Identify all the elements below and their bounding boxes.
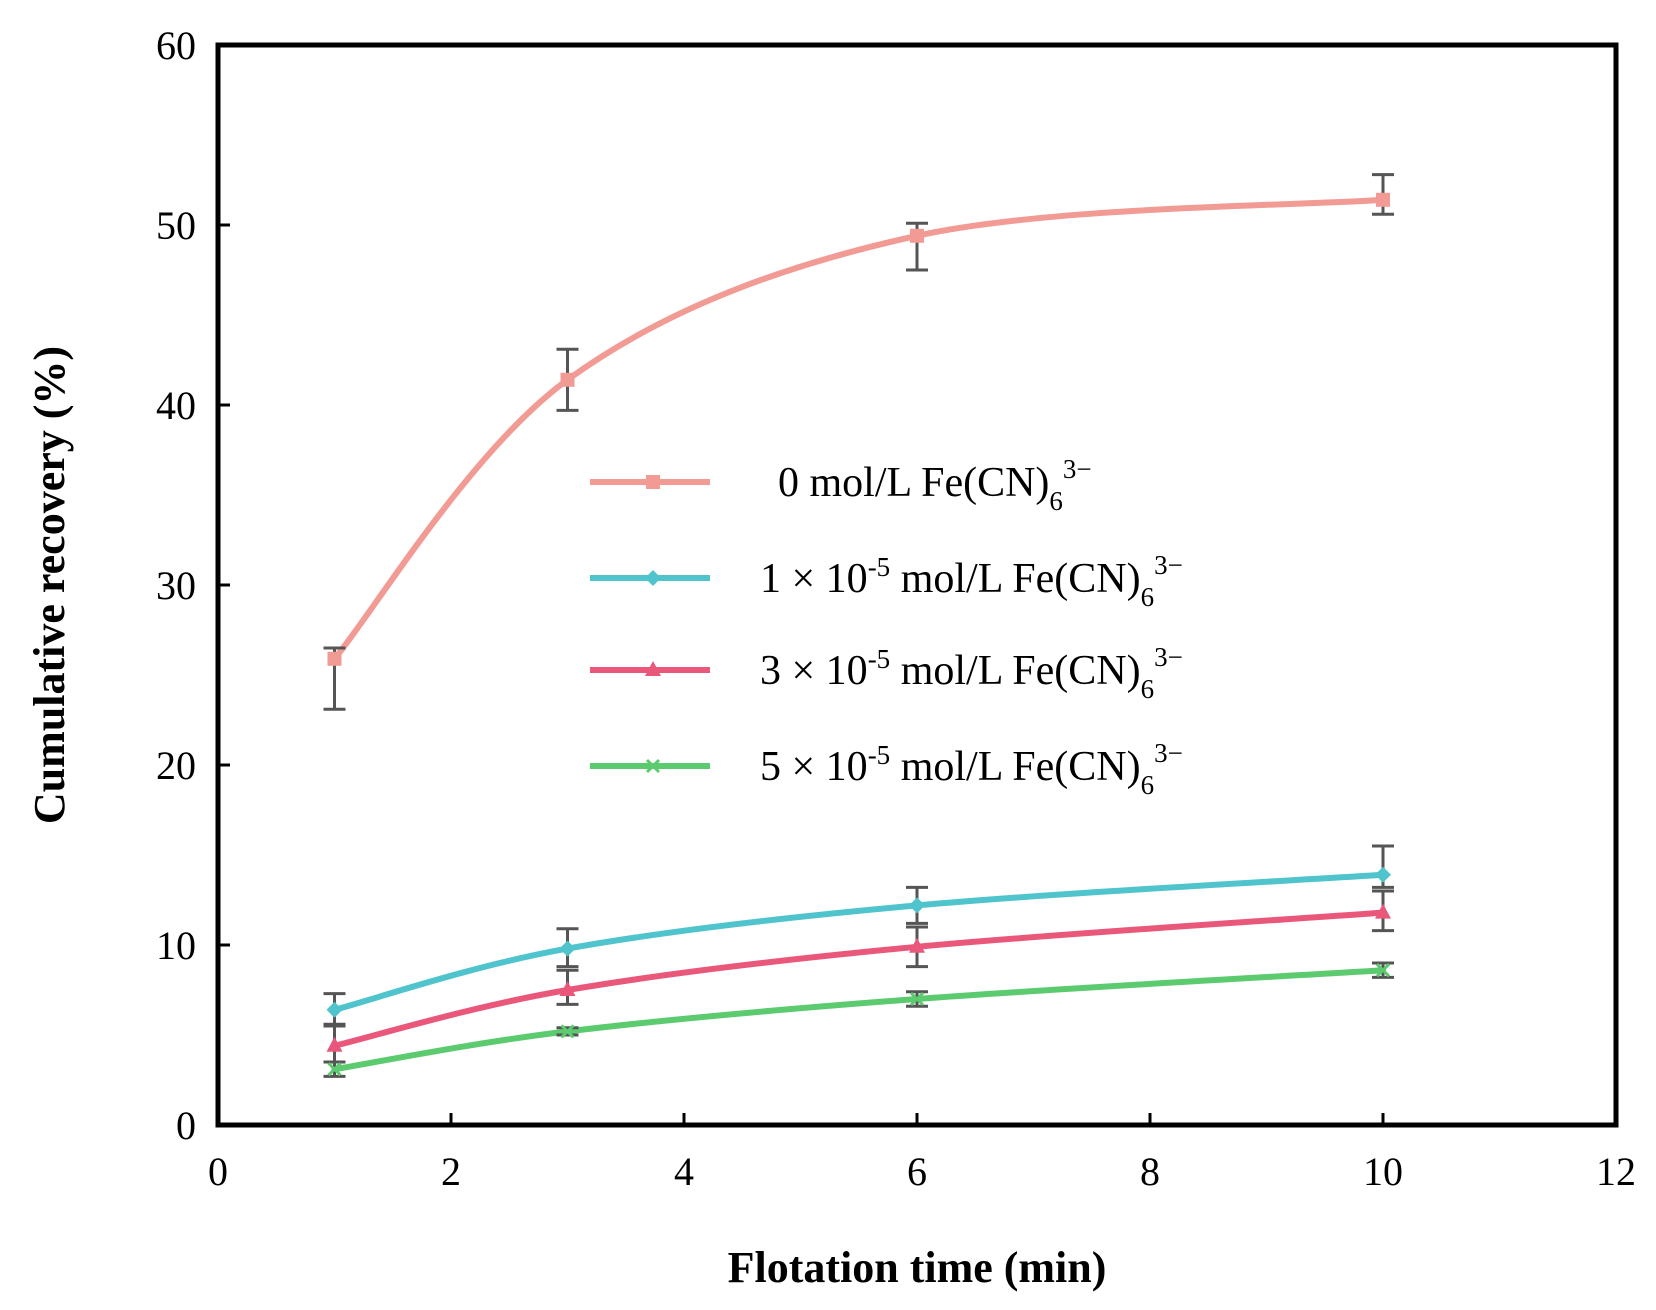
data-point	[1375, 963, 1391, 978]
legend-label-part: 1 × 10	[760, 556, 868, 602]
x-tick-label: 6	[907, 1149, 927, 1194]
y-tick-label: 30	[156, 563, 196, 608]
x-axis-title: Flotation time (min)	[728, 1243, 1107, 1292]
legend: 0 mol/L Fe(CN)63−1 × 10-5 mol/L Fe(CN)63…	[590, 454, 1183, 800]
legend-label-part: 3−	[1063, 454, 1092, 484]
legend-label-part: 6	[1141, 770, 1155, 800]
x-tick-label: 10	[1363, 1149, 1403, 1194]
data-point	[327, 651, 342, 666]
legend-label-part: 5 × 10	[760, 744, 868, 790]
data-point	[560, 1024, 575, 1039]
x-tick-label: 4	[674, 1149, 694, 1194]
legend-entry: 3 × 10-5 mol/L Fe(CN)63−	[590, 642, 1183, 704]
data-point	[909, 897, 925, 914]
legend-label-part: 6	[1049, 486, 1063, 516]
legend-entry: 1 × 10-5 mol/L Fe(CN)63−	[590, 550, 1183, 612]
legend-label-part: mol/L Fe(CN)	[890, 648, 1140, 694]
legend-label-part: 3−	[1154, 550, 1183, 580]
y-axis-title: Cumulative recovery (%)	[25, 346, 74, 824]
x-tick-label: 12	[1596, 1149, 1636, 1194]
legend-label-part: -5	[868, 552, 891, 582]
y-tick-label: 40	[156, 383, 196, 428]
legend-entry: 5 × 10-5 mol/L Fe(CN)63−	[590, 738, 1183, 800]
legend-label-part: mol/L Fe(CN)	[890, 744, 1140, 790]
data-point	[560, 372, 575, 387]
legend-label: 3 × 10-5 mol/L Fe(CN)63−	[760, 642, 1183, 704]
legend-swatch-marker	[645, 758, 661, 774]
legend-label-part: 3 × 10	[760, 648, 868, 694]
legend-entry: 0 mol/L Fe(CN)63−	[590, 454, 1092, 516]
legend-label: 0 mol/L Fe(CN)63−	[778, 454, 1092, 516]
legend-swatch-marker	[645, 570, 661, 586]
legend-swatch-marker	[645, 661, 661, 676]
y-tick-label: 0	[176, 1103, 196, 1148]
legend-label: 5 × 10-5 mol/L Fe(CN)63−	[760, 738, 1183, 800]
data-point	[326, 1036, 343, 1052]
y-tick-label: 60	[156, 23, 196, 68]
legend-label-part: 3−	[1154, 738, 1183, 768]
legend-swatch-marker	[646, 475, 660, 489]
legend-label-part: mol/L Fe(CN)	[890, 556, 1140, 602]
data-point	[1376, 192, 1390, 207]
x-tick-label: 8	[1140, 1149, 1160, 1194]
data-point	[909, 991, 925, 1007]
data-point	[910, 228, 924, 243]
plot-layer	[323, 173, 1394, 1078]
axis-layer: 0 2 4 6 8 10 12 0 10 20 30 40 50 60	[156, 23, 1636, 1194]
series-line	[331, 871, 1386, 1013]
data-point	[1375, 903, 1391, 919]
data-point	[559, 940, 576, 957]
series-line	[331, 909, 1386, 1049]
data-point	[1375, 866, 1391, 883]
legend-label-part: 3−	[1154, 642, 1183, 672]
y-tick-label: 20	[156, 743, 196, 788]
legend-label-part: -5	[868, 644, 891, 674]
x-tick-label: 2	[441, 1149, 461, 1194]
x-tick-label: 0	[208, 1149, 228, 1194]
legend-label-part: 6	[1141, 674, 1155, 704]
legend-label-part: -5	[868, 740, 891, 770]
legend-label-part: 0 mol/L Fe(CN)	[778, 460, 1049, 506]
legend-label-part: 6	[1141, 582, 1155, 612]
data-point	[559, 981, 576, 996]
y-tick-label: 50	[156, 203, 196, 248]
series-line	[331, 196, 1386, 662]
y-tick-label: 10	[156, 923, 196, 968]
data-point	[909, 937, 925, 953]
data-point	[327, 1062, 342, 1077]
series-line	[331, 967, 1386, 1073]
legend-label: 1 × 10-5 mol/L Fe(CN)63−	[760, 550, 1183, 612]
data-point	[326, 1001, 343, 1018]
